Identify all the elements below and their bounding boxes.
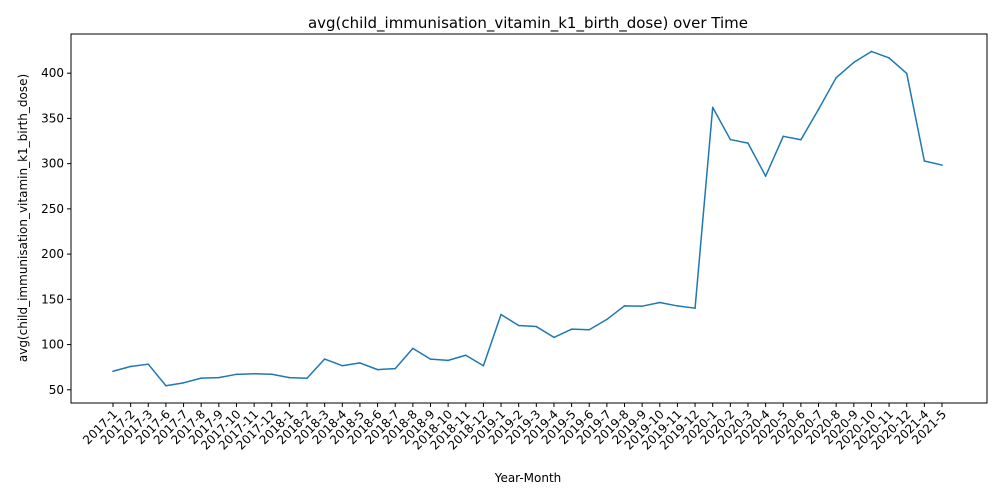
data-point (588, 328, 591, 331)
data-point (835, 76, 837, 79)
data-point (253, 372, 255, 375)
x-axis: 2017-12017-22017-32017-62017-72017-82017… (80, 403, 949, 453)
data-point (923, 160, 926, 162)
data-point (129, 365, 132, 368)
data-point (800, 138, 802, 141)
x-axis-label: Year-Month (494, 471, 562, 485)
data-point (694, 307, 696, 309)
data-point (376, 368, 379, 371)
data-point (853, 61, 855, 64)
data-point (535, 325, 538, 328)
data-point (482, 364, 485, 367)
data-point (729, 138, 732, 141)
data-point (341, 364, 344, 367)
y-axis-label: avg(child_immunisation_vitamin_k1_birth_… (16, 74, 30, 362)
data-point (464, 354, 467, 357)
data-point (359, 362, 361, 364)
data-point (147, 363, 150, 365)
data-point (182, 382, 185, 384)
data-point (905, 72, 908, 75)
series-layer (112, 50, 943, 387)
data-point (394, 367, 397, 370)
y-axis: 50 100 150 200 250 300 350 400 (41, 66, 71, 397)
data-point (235, 373, 238, 376)
y-tick-label: 350 (41, 111, 64, 125)
data-point (323, 358, 326, 360)
plot-area (70, 33, 988, 404)
data-point (941, 164, 943, 166)
data-point (747, 142, 749, 144)
data-point (306, 377, 308, 380)
y-tick-label: 300 (41, 157, 64, 171)
data-point (412, 347, 414, 350)
chart-title: avg(child_immunisation_vitamin_k1_birth_… (308, 14, 748, 33)
y-tick-label: 400 (41, 66, 64, 80)
y-tick-label: 200 (41, 247, 64, 261)
data-point (782, 135, 785, 138)
data-point (658, 301, 661, 304)
data-point (606, 318, 608, 321)
data-point (570, 328, 573, 330)
data-point (817, 108, 820, 111)
data-point (112, 370, 114, 373)
y-tick-label: 250 (41, 202, 64, 216)
y-tick-label: 50 (49, 383, 64, 397)
series-line (112, 50, 943, 387)
data-point (764, 175, 767, 177)
data-point (429, 358, 432, 360)
data-point (288, 376, 291, 379)
data-point (888, 57, 890, 59)
y-tick-label: 100 (41, 338, 64, 352)
data-point (270, 373, 273, 376)
data-point (218, 376, 220, 379)
data-point (553, 336, 555, 339)
data-point (165, 384, 167, 387)
data-point (200, 377, 202, 379)
data-point (623, 305, 626, 307)
data-point (676, 305, 679, 307)
data-point (711, 106, 714, 109)
data-point (447, 359, 449, 362)
data-point (500, 313, 502, 316)
data-point (517, 324, 520, 327)
data-point (870, 50, 873, 53)
y-tick-label: 150 (41, 292, 64, 306)
data-point (641, 305, 643, 308)
